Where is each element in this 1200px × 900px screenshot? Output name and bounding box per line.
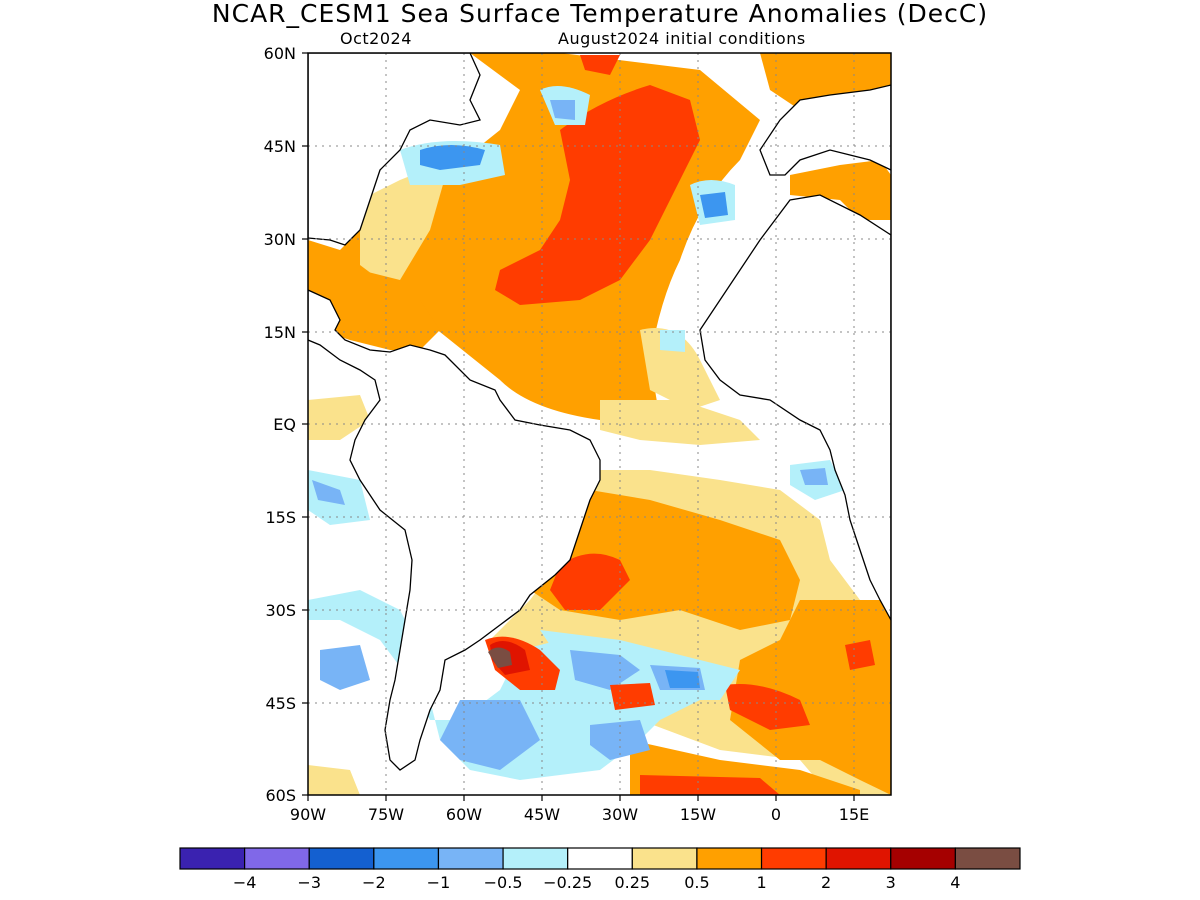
colorbar-label: −0.5 bbox=[484, 873, 523, 892]
longitude-labels: 90W 75W 60W 45W 30W 15W 0 15E bbox=[290, 805, 869, 824]
colorbar-label: −1 bbox=[427, 873, 451, 892]
lon-label: 45W bbox=[524, 805, 560, 824]
colorbar-label: −3 bbox=[297, 873, 321, 892]
colorbar-swatch bbox=[437, 847, 504, 870]
continents bbox=[308, 53, 891, 771]
colorbar-label: −2 bbox=[362, 873, 386, 892]
lat-label: 15N bbox=[264, 323, 296, 342]
lon-label: 0 bbox=[771, 805, 781, 824]
colorbar-label: 1 bbox=[756, 873, 766, 892]
lat-label: 30S bbox=[265, 601, 296, 620]
colorbar-label: 2 bbox=[821, 873, 831, 892]
colorbar-swatch bbox=[890, 847, 956, 870]
lon-label: 90W bbox=[290, 805, 326, 824]
lat-label: 15S bbox=[265, 508, 296, 527]
tick-marks bbox=[302, 52, 855, 801]
colorbar-swatch bbox=[244, 847, 310, 870]
lat-label: 30N bbox=[264, 230, 296, 249]
graticule bbox=[308, 53, 891, 795]
lon-label: 60W bbox=[446, 805, 482, 824]
colorbar: −4 −3 −2 −1 −0.5 −0.25 0.25 0.5 1 2 3 4 bbox=[179, 847, 1021, 892]
colorbar-label: −4 bbox=[233, 873, 257, 892]
colorbar-label: −0.25 bbox=[543, 873, 592, 892]
lon-label: 30W bbox=[602, 805, 638, 824]
forecast-month: Oct2024 bbox=[340, 29, 412, 48]
initial-conditions: August2024 initial conditions bbox=[558, 29, 806, 48]
colorbar-label: 0.25 bbox=[614, 873, 650, 892]
lat-label: 60S bbox=[265, 786, 296, 805]
anomaly-field bbox=[308, 53, 891, 795]
colorbar-swatch bbox=[760, 847, 827, 870]
lat-label: 60N bbox=[264, 44, 296, 63]
colorbar-label: 3 bbox=[886, 873, 896, 892]
colorbar-swatch bbox=[825, 847, 892, 870]
lat-label: 45N bbox=[264, 137, 296, 156]
colorbar-label: 0.5 bbox=[684, 873, 709, 892]
colorbar-swatch bbox=[567, 847, 633, 870]
lat-label: 45S bbox=[265, 694, 296, 713]
latitude-labels: 60N 45N 30N 15N EQ 15S 30S 45S 60S bbox=[264, 44, 296, 805]
colorbar-swatch bbox=[954, 847, 1021, 870]
lat-label: EQ bbox=[273, 415, 296, 434]
colorbar-swatch bbox=[308, 847, 375, 870]
lon-label: 15E bbox=[839, 805, 869, 824]
colorbar-swatch bbox=[373, 847, 440, 870]
colorbar-swatch bbox=[631, 847, 698, 870]
colorbar-swatch bbox=[696, 847, 763, 870]
chart-title: NCAR_CESM1 Sea Surface Temperature Anoma… bbox=[211, 0, 989, 28]
lon-label: 75W bbox=[368, 805, 404, 824]
colorbar-swatch bbox=[502, 847, 569, 870]
colorbar-label: 4 bbox=[950, 873, 960, 892]
colorbar-swatch bbox=[179, 847, 246, 870]
lon-label: 15W bbox=[680, 805, 716, 824]
